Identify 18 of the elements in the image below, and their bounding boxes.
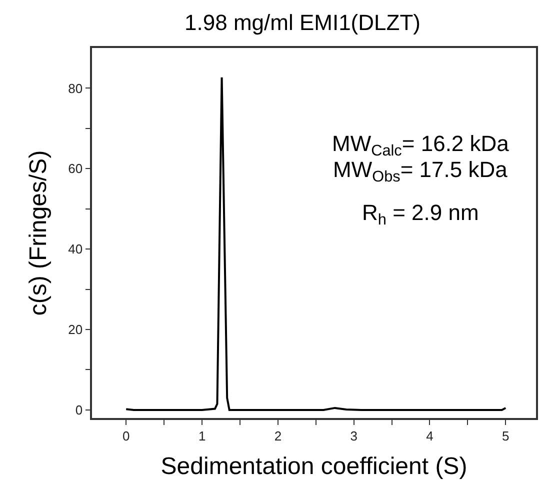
y-axis-title: c(s) (Fringes/S) — [24, 150, 52, 316]
y-tick-label: 0 — [75, 402, 83, 418]
y-tick-label: 20 — [68, 322, 83, 338]
x-tick-label: 3 — [350, 428, 358, 444]
line-series — [125, 76, 507, 411]
annotation: MW$_{Calc}$= 16.2 kDa — [332, 131, 509, 160]
x-axis-title: Sedimentation coefficient (S) — [160, 453, 468, 480]
y-tick-label: 40 — [68, 242, 83, 257]
x-tick-label: 0 — [122, 428, 130, 444]
annotation: R$_{h}$ = 2.9 nm — [362, 200, 479, 229]
chart-title: 1.98 mg/ml EMI1(DLZT) — [184, 10, 420, 36]
y-tick-label: 60 — [68, 161, 83, 176]
y-tick-label: 80 — [68, 80, 83, 96]
x-tick-label: 2 — [274, 428, 282, 444]
x-tick-label: 4 — [426, 428, 434, 444]
annotation: MW$_{Obs}$= 17.5 kDa — [333, 157, 508, 186]
x-tick-label: 5 — [502, 428, 510, 444]
x-tick-label: 1 — [198, 428, 206, 444]
